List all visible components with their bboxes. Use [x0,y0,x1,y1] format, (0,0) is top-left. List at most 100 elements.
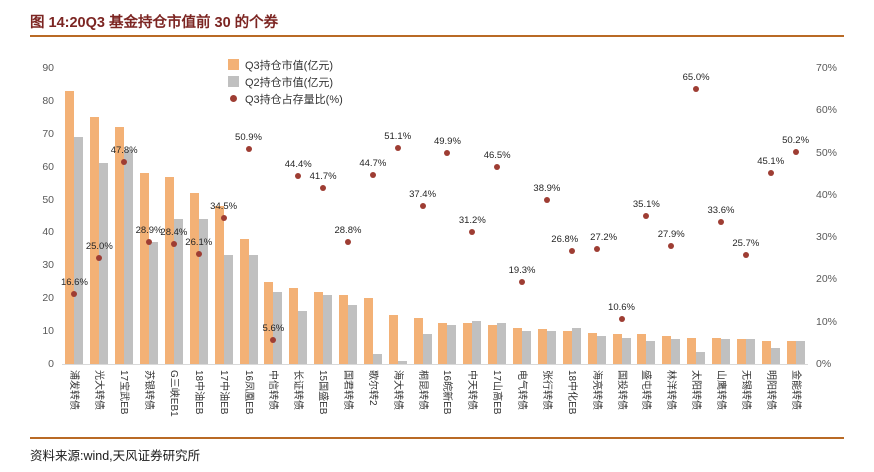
ratio-dot [767,170,774,177]
y-axis-tick-left: 0 [48,358,54,370]
ratio-data-label: 31.2% [458,215,486,227]
ratio-data-label: 46.5% [483,150,511,162]
bar-q2 [621,337,631,364]
ratio-data-label: 50.2% [782,134,810,146]
ratio-data-label: 26.8% [551,233,579,245]
bar-q2 [223,255,233,364]
y-axis-tick-left: 60 [42,160,54,173]
ratio-dot [618,316,625,323]
bar-q2 [248,255,258,364]
bar-q2 [323,294,333,364]
x-axis-label: 长证转债 [292,370,304,410]
bar-q2 [720,339,730,364]
x-axis-label: 张行转债 [540,370,552,410]
bar-q3 [736,339,746,364]
legend-square-icon [228,59,239,70]
legend-dot-icon [230,95,237,102]
ratio-data-label: 38.9% [533,182,561,194]
bar-q2 [149,242,159,364]
x-axis-label: 海亮转债 [590,370,602,410]
bar-q2 [671,339,681,364]
x-axis-label: 15国盛EB [317,370,329,415]
combo-chart: 0 10 20 30 40 50 60 70 80 90 0% 10% 20% 30% 40% 50% 60% 7… [0,38,874,433]
bar-q3 [587,332,597,364]
bar-q2 [646,340,656,364]
ratio-dot [792,148,799,155]
x-axis-label: 苏银转债 [143,370,155,410]
ratio-dot [170,240,177,247]
bar-q3 [314,291,324,364]
ratio-data-label: 27.9% [657,229,685,241]
ratio-dot [693,86,700,93]
bar-q3 [761,340,771,364]
ratio-data-label: 37.4% [409,188,437,200]
bar-q3 [189,192,199,364]
x-axis-line [62,364,808,365]
y-axis-tick-left: 40 [42,226,54,239]
bar-q3 [115,127,125,364]
x-axis-label: 无锡转债 [739,370,751,410]
ratio-dot [568,247,575,254]
footer-rule [30,437,844,439]
y-axis-tick-right: 50% [816,146,838,159]
bar-q2 [497,322,507,364]
ratio-dot [419,202,426,209]
ratio-data-label: 19.3% [508,265,536,277]
ratio-data-label: 26.1% [185,236,213,248]
x-axis-label: 国投转债 [615,370,627,410]
ratio-dot [270,337,277,344]
x-axis-label: 17山高EB [491,370,503,415]
bar-q3 [413,317,423,364]
x-axis-label: 浦发转债 [68,370,80,410]
ratio-dot [121,158,128,165]
chart-legend: Q3持仓市值(亿元) Q2持仓市值(亿元) Q3持仓占存量比(%) [228,56,343,107]
x-axis-label: 桐昆转债 [416,370,428,410]
bar-q3 [562,331,572,364]
ratio-data-label: 25.0% [85,241,113,253]
ratio-data-label: 49.9% [433,135,461,147]
bar-q2 [546,331,556,364]
x-axis-label: 17宝武EB [118,370,130,415]
ratio-dot [96,255,103,262]
source-text: 资料来源:wind,天风证券研究所 [30,449,201,463]
bar-q2 [596,336,606,364]
ratio-data-label: 5.6% [262,323,285,335]
ratio-data-label: 28.8% [334,225,362,237]
bar-q2 [696,352,706,364]
legend-square-icon [228,76,239,87]
y-axis-tick-left: 20 [42,292,54,305]
bar-q3 [662,336,672,364]
bar-q3 [488,324,498,364]
legend-item: Q3持仓占存量比(%) [228,90,343,107]
ratio-data-label: 47.8% [110,144,138,156]
bar-q2 [795,340,805,364]
bar-q2 [422,334,432,364]
bar-q2 [298,311,308,364]
bar-q3 [687,337,697,364]
x-axis-label: 林洋转债 [665,370,677,410]
x-axis-label: 山鹰转债 [714,370,726,410]
title-underline [30,35,844,37]
bar-q3 [537,329,547,364]
y-axis-tick-right: 10% [816,315,838,328]
ratio-data-label: 25.7% [732,238,760,250]
x-axis-label: 18中化EB [565,370,577,415]
ratio-dot [295,173,302,180]
bar-q3 [711,337,721,364]
bar-q2 [770,347,780,364]
y-axis-tick-right: 60% [816,104,838,117]
legend-label: Q3持仓占存量比(%) [245,93,343,106]
ratio-dot [742,252,749,259]
y-axis-tick-right: 70% [816,62,838,74]
ratio-dot [394,144,401,151]
y-axis-tick-right: 0% [816,358,832,370]
y-axis-tick-left: 30 [42,259,54,272]
bar-q2 [173,219,183,364]
bar-q3 [513,327,523,364]
bar-q2 [74,137,84,364]
legend-label: Q3持仓市值(亿元) [245,59,333,72]
ratio-data-label: 34.5% [210,201,238,213]
bar-q3 [637,334,647,364]
y-axis-tick-right: 30% [816,231,838,244]
